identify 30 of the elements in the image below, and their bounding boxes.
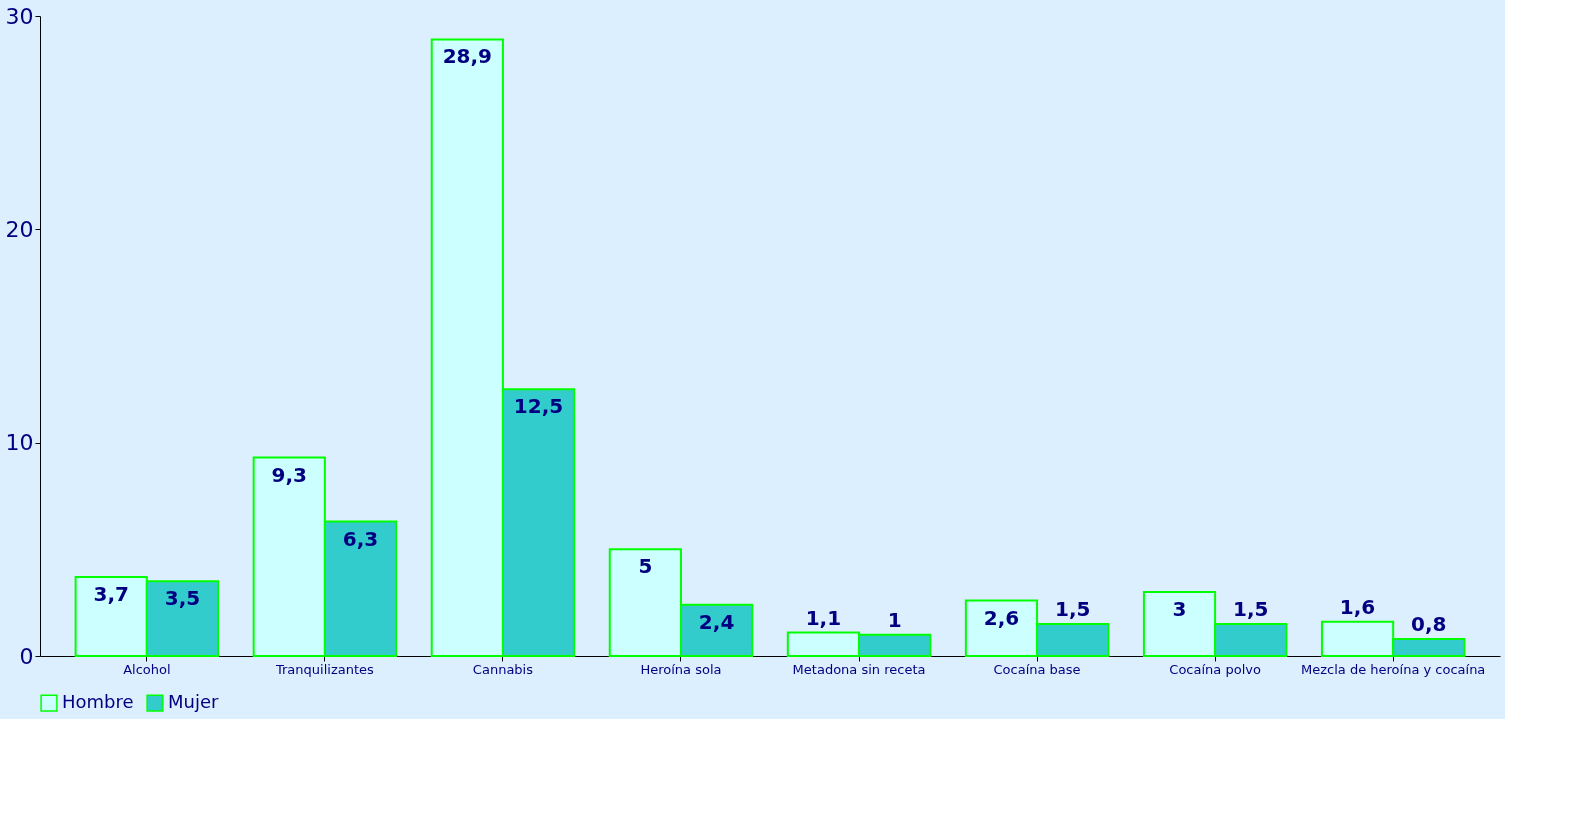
data-label: 1,5: [1054, 597, 1091, 621]
data-label: 12,5: [513, 394, 564, 419]
x-tick-label: Cocaína base: [993, 661, 1081, 677]
data-label: 6,3: [342, 526, 379, 551]
y-tick-label: 20: [5, 216, 34, 242]
x-tick-label: Alcohol: [123, 661, 171, 677]
y-tick-label: 30: [5, 3, 34, 29]
data-label: 1,5: [1233, 597, 1269, 621]
x-tick-label: Tranquilizantes: [274, 661, 374, 677]
data-label: 1,6: [1339, 594, 1376, 619]
legend-label: Hombre: [62, 691, 134, 713]
y-tick-label: 10: [5, 430, 34, 456]
x-tick-label: Cocaína polvo: [1169, 661, 1261, 677]
data-label: 2,4: [698, 609, 735, 634]
data-label: 3,5: [164, 586, 201, 611]
x-tick-label: Mezcla de heroína y cocaína: [1301, 661, 1486, 677]
data-label: 9,3: [271, 462, 307, 487]
data-label: 1,1: [805, 605, 842, 630]
data-label: 0,8: [1411, 611, 1447, 636]
data-label: 28,9: [442, 44, 492, 69]
legend-label: Mujer: [168, 691, 220, 713]
x-tick-label: Metadona sin receta: [792, 661, 926, 677]
y-tick-label: 0: [19, 643, 34, 669]
data-label: 3: [1172, 597, 1187, 621]
data-label: 2,6: [983, 605, 1020, 630]
data-label: 3,7: [93, 582, 129, 607]
data-label: 1: [887, 607, 902, 632]
x-tick-label: Heroína sola: [640, 661, 722, 677]
data-label: 5: [638, 554, 653, 579]
x-tick-label: Cannabis: [472, 661, 534, 677]
